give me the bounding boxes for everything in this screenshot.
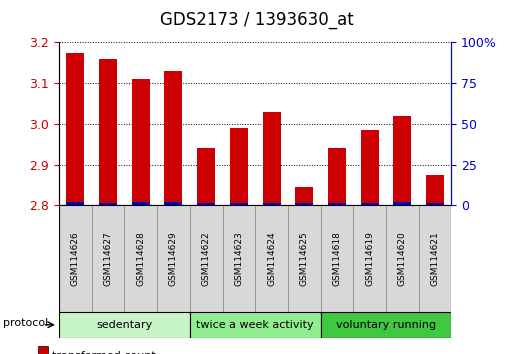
Bar (361, 130, 379, 205)
Text: GSM114624: GSM114624 (267, 231, 276, 286)
Bar (295, 187, 313, 205)
Bar (230, 203, 248, 205)
Text: protocol: protocol (3, 319, 48, 329)
Text: twice a week activity: twice a week activity (196, 320, 314, 330)
Text: GSM114625: GSM114625 (300, 231, 309, 286)
Text: GSM114628: GSM114628 (136, 231, 145, 286)
Text: GSM114619: GSM114619 (365, 231, 374, 286)
Bar (426, 175, 444, 205)
Bar (66, 53, 84, 205)
Text: GSM114618: GSM114618 (332, 231, 342, 286)
Text: voluntary running: voluntary running (336, 320, 436, 330)
Bar (99, 203, 117, 205)
Bar (124, 205, 157, 312)
Bar (59, 205, 92, 312)
Bar (328, 203, 346, 205)
Text: GSM114626: GSM114626 (71, 231, 80, 286)
Text: GSM114623: GSM114623 (234, 231, 243, 286)
Bar (165, 202, 183, 205)
Bar (361, 203, 379, 205)
Text: sedentary: sedentary (96, 320, 152, 330)
Bar (255, 205, 288, 312)
Bar (321, 312, 451, 338)
Bar (37, 347, 48, 354)
Text: GDS2173 / 1393630_at: GDS2173 / 1393630_at (160, 11, 353, 29)
Text: GSM114620: GSM114620 (398, 231, 407, 286)
Text: GSM114629: GSM114629 (169, 231, 178, 286)
Text: GSM114621: GSM114621 (430, 231, 440, 286)
Bar (99, 59, 117, 205)
Bar (321, 205, 353, 312)
Text: transformed count: transformed count (52, 351, 156, 354)
Bar (386, 205, 419, 312)
Bar (426, 203, 444, 205)
Bar (328, 148, 346, 205)
Bar (288, 205, 321, 312)
Bar (295, 203, 313, 205)
Bar (132, 202, 150, 205)
Bar (132, 79, 150, 205)
Bar (190, 312, 321, 338)
Bar (66, 202, 84, 205)
Text: GSM114627: GSM114627 (104, 231, 112, 286)
Bar (59, 312, 190, 338)
Bar (197, 203, 215, 205)
Bar (393, 116, 411, 205)
Bar (419, 205, 451, 312)
Bar (165, 71, 183, 205)
Bar (197, 148, 215, 205)
Bar (223, 205, 255, 312)
Bar (92, 205, 125, 312)
Bar (263, 203, 281, 205)
Text: GSM114622: GSM114622 (202, 231, 211, 286)
Bar (353, 205, 386, 312)
Bar (230, 128, 248, 205)
Bar (157, 205, 190, 312)
Bar (393, 202, 411, 205)
Bar (190, 205, 223, 312)
Bar (263, 112, 281, 205)
